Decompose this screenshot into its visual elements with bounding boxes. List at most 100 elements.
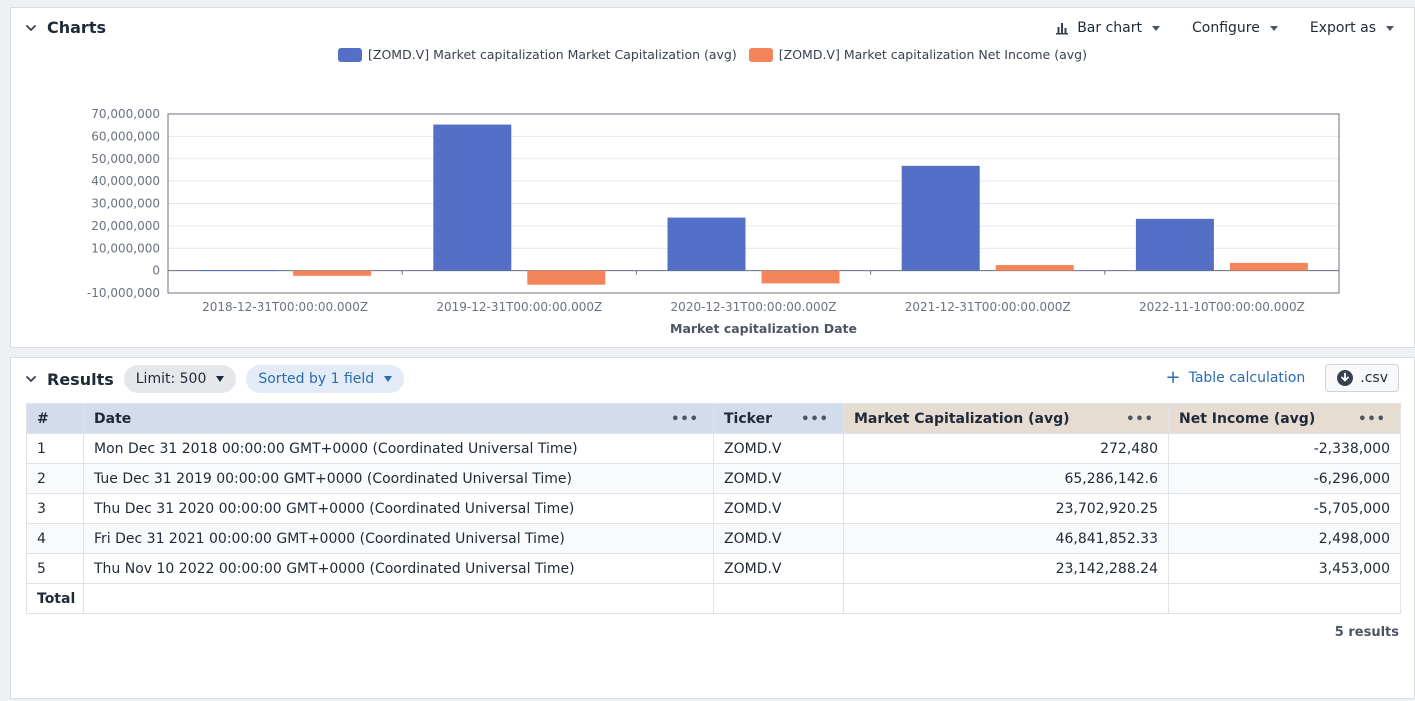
y-tick-label: 50,000,000: [91, 152, 160, 166]
export-button[interactable]: Export as: [1310, 20, 1394, 36]
column-header-index[interactable]: #: [26, 403, 84, 434]
charts-header[interactable]: Charts: [25, 18, 106, 37]
configure-button[interactable]: Configure: [1192, 20, 1278, 36]
net-income-cell[interactable]: -6,296,000: [1168, 463, 1401, 494]
net-income-cell[interactable]: -5,705,000: [1168, 493, 1401, 524]
net-income-cell[interactable]: -2,338,000: [1168, 433, 1401, 464]
table-row[interactable]: 1 Mon Dec 31 2018 00:00:00 GMT+0000 (Coo…: [26, 433, 1401, 464]
table-row[interactable]: 5 Thu Nov 10 2022 00:00:00 GMT+0000 (Coo…: [26, 553, 1401, 584]
results-title: Results: [47, 369, 114, 389]
sort-dropdown[interactable]: Sorted by 1 field: [246, 365, 405, 393]
results-count: 5 results: [1334, 625, 1399, 640]
caret-down-icon: [216, 376, 225, 382]
total-row: Total: [26, 583, 1401, 614]
configure-label: Configure: [1191, 20, 1260, 36]
y-tick-label: 20,000,000: [91, 219, 160, 233]
x-tick-label: 2020-12-31T00:00:00.000Z: [671, 300, 837, 314]
bar-net-income: [527, 270, 606, 285]
bar-net-income: [761, 270, 840, 284]
market-cap-cell[interactable]: 272,480: [843, 433, 1169, 464]
more-options-icon[interactable]: •••: [801, 412, 829, 427]
csv-label: .csv: [1360, 370, 1388, 386]
row-index: 1: [26, 433, 84, 464]
chart-toolbar: Bar chart Configure Export as: [1023, 20, 1394, 36]
date-cell[interactable]: Mon Dec 31 2018 00:00:00 GMT+0000 (Coord…: [83, 433, 714, 464]
results-actions: + Table calculation .csv: [1165, 364, 1399, 392]
column-header-label: #: [37, 410, 49, 427]
plus-icon: +: [1165, 367, 1181, 388]
market-cap-cell[interactable]: 23,142,288.24: [843, 553, 1169, 584]
table-calculation-button[interactable]: + Table calculation: [1165, 369, 1305, 387]
bar-net-income: [293, 270, 372, 276]
y-tick-label: 0: [152, 264, 160, 278]
plot-frame: [167, 113, 1340, 294]
total-cell: [83, 583, 714, 614]
export-label: Export as: [1309, 20, 1376, 36]
net-income-cell[interactable]: 3,453,000: [1168, 553, 1401, 584]
caret-down-icon: [1151, 25, 1160, 31]
legend-item-market-cap[interactable]: [ZOMD.V] Market capitalization Market Ca…: [338, 47, 737, 62]
chevron-down-icon[interactable]: [25, 22, 37, 34]
bar-market-cap: [901, 165, 980, 271]
charts-panel: Charts Bar chart Configure Export as [ZO…: [10, 7, 1415, 348]
y-tick-label: 40,000,000: [91, 174, 160, 188]
csv-export-button[interactable]: .csv: [1325, 364, 1399, 392]
legend-item-net-income[interactable]: [ZOMD.V] Market capitalization Net Incom…: [748, 47, 1087, 62]
ticker-cell[interactable]: ZOMD.V: [713, 553, 844, 584]
bar-market-cap: [199, 270, 278, 272]
column-header-label: Ticker: [724, 410, 772, 427]
bar-chart-button[interactable]: Bar chart: [1055, 20, 1160, 36]
column-header-label: Market Capitalization (avg): [854, 410, 1070, 427]
chart-legend: [ZOMD.V] Market capitalization Market Ca…: [11, 47, 1414, 62]
table-row[interactable]: 3 Thu Dec 31 2020 00:00:00 GMT+0000 (Coo…: [26, 493, 1401, 524]
table-calculation-label: Table calculation: [1188, 370, 1306, 386]
table-header-row: # Date ••• Ticker ••• Market Capitalizatio…: [26, 403, 1401, 434]
table-row[interactable]: 2 Tue Dec 31 2019 00:00:00 GMT+0000 (Coo…: [26, 463, 1401, 494]
sort-label: Sorted by 1 field: [258, 371, 375, 387]
row-index: 2: [26, 463, 84, 494]
results-table: # Date ••• Ticker ••• Market Capitalizatio…: [26, 403, 1401, 614]
more-options-icon[interactable]: •••: [671, 412, 699, 427]
total-cell: [713, 583, 844, 614]
x-tick-label: 2018-12-31T00:00:00.000Z: [202, 300, 368, 314]
x-axis-label: Market capitalization Date: [670, 321, 857, 336]
column-header-ticker[interactable]: Ticker •••: [713, 403, 844, 434]
date-cell[interactable]: Thu Nov 10 2022 00:00:00 GMT+0000 (Coord…: [83, 553, 714, 584]
bar-market-cap: [667, 217, 746, 271]
date-cell[interactable]: Fri Dec 31 2021 00:00:00 GMT+0000 (Coord…: [83, 523, 714, 554]
market-cap-cell[interactable]: 46,841,852.33: [843, 523, 1169, 554]
ticker-cell[interactable]: ZOMD.V: [713, 433, 844, 464]
date-cell[interactable]: Tue Dec 31 2019 00:00:00 GMT+0000 (Coord…: [83, 463, 714, 494]
row-index: 5: [26, 553, 84, 584]
column-header-label: Date: [94, 410, 132, 427]
caret-down-icon: [1269, 25, 1278, 31]
date-cell[interactable]: Thu Dec 31 2020 00:00:00 GMT+0000 (Coord…: [83, 493, 714, 524]
column-header-net-income[interactable]: Net Income (avg) •••: [1168, 403, 1401, 434]
more-options-icon[interactable]: •••: [1358, 412, 1386, 427]
limit-dropdown[interactable]: Limit: 500: [123, 365, 237, 393]
legend-label: [ZOMD.V] Market capitalization Market Ca…: [368, 47, 737, 62]
caret-down-icon: [384, 376, 393, 382]
table-row[interactable]: 4 Fri Dec 31 2021 00:00:00 GMT+0000 (Coo…: [26, 523, 1401, 554]
more-options-icon[interactable]: •••: [1126, 412, 1154, 427]
charts-title: Charts: [47, 18, 106, 37]
column-header-label: Net Income (avg): [1179, 410, 1316, 427]
ticker-cell[interactable]: ZOMD.V: [713, 523, 844, 554]
bar-chart-label: Bar chart: [1077, 20, 1142, 36]
ticker-cell[interactable]: ZOMD.V: [713, 463, 844, 494]
net-income-cell[interactable]: 2,498,000: [1168, 523, 1401, 554]
market-cap-cell[interactable]: 65,286,142.6: [843, 463, 1169, 494]
column-header-market-cap[interactable]: Market Capitalization (avg) •••: [843, 403, 1169, 434]
bar-market-cap: [1135, 218, 1214, 271]
column-header-date[interactable]: Date •••: [83, 403, 714, 434]
ticker-cell[interactable]: ZOMD.V: [713, 493, 844, 524]
chevron-down-icon[interactable]: [25, 373, 37, 385]
caret-down-icon: [1386, 25, 1394, 31]
bar-net-income: [1229, 262, 1308, 271]
legend-label: [ZOMD.V] Market capitalization Net Incom…: [778, 47, 1087, 62]
download-icon: [1337, 370, 1354, 386]
market-cap-cell[interactable]: 23,702,920.25: [843, 493, 1169, 524]
total-cell: [1168, 583, 1401, 614]
y-tick-label: -10,000,000: [87, 286, 160, 300]
row-index: 3: [26, 493, 84, 524]
